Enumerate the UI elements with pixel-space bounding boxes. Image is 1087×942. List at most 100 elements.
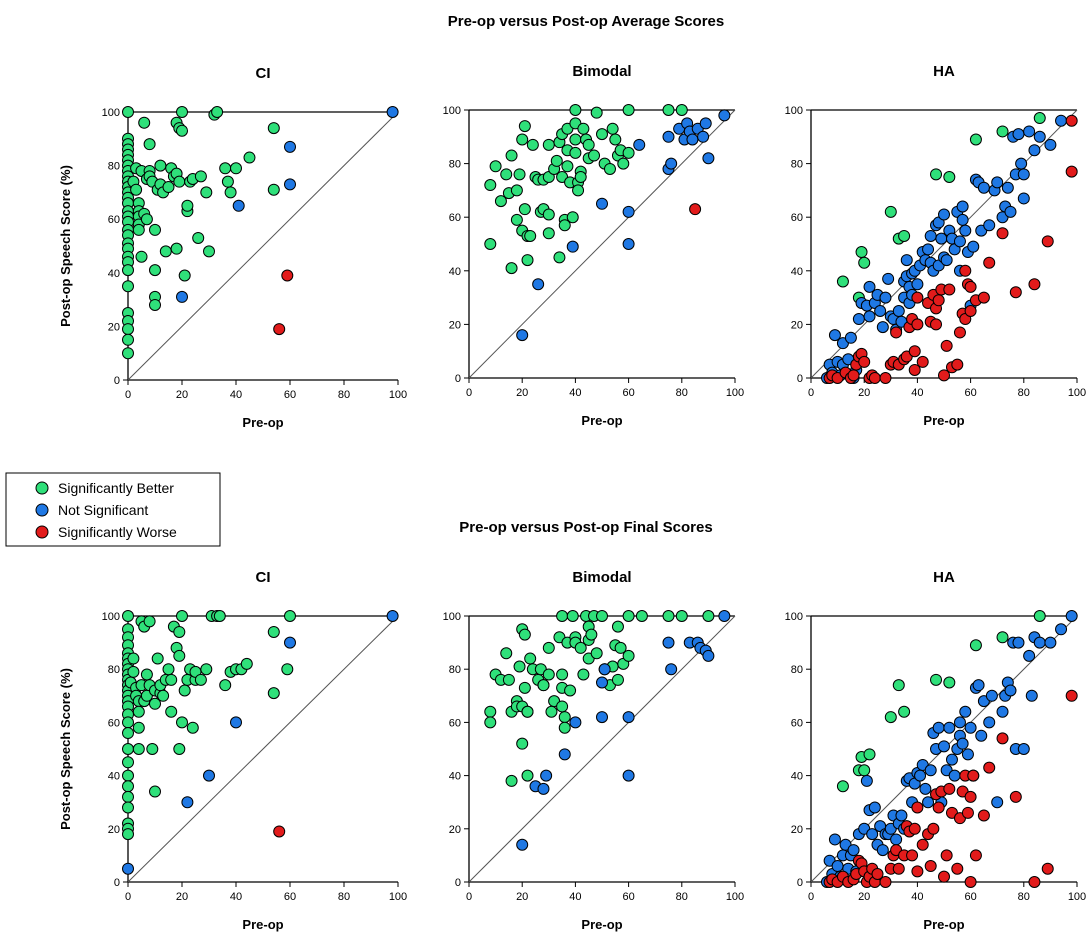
point-significantly-better: [858, 764, 871, 777]
point-significantly-better: [585, 628, 598, 641]
point-significantly-better: [489, 160, 502, 173]
point-significantly-worse: [932, 294, 945, 307]
y-tick-label: 80: [108, 161, 120, 173]
point-significantly-better: [675, 610, 688, 622]
point-not-significant: [537, 782, 550, 795]
point-significantly-worse: [943, 283, 956, 296]
x-tick-label: 0: [808, 387, 814, 399]
point-significantly-better: [173, 625, 186, 638]
point-significantly-better: [836, 780, 849, 793]
point-significantly-better: [518, 681, 531, 694]
point-significantly-worse: [967, 769, 980, 782]
point-significantly-better: [898, 705, 911, 718]
point-significantly-better: [151, 652, 164, 665]
point-not-significant: [665, 157, 678, 170]
point-significantly-better: [130, 183, 143, 196]
legend-marker-better: [35, 481, 49, 495]
point-significantly-better: [622, 649, 635, 662]
point-significantly-worse: [977, 291, 990, 304]
point-significantly-worse: [1009, 790, 1022, 803]
point-not-significant: [852, 313, 865, 326]
point-significantly-better: [122, 347, 134, 360]
point-significantly-better: [127, 665, 140, 678]
point-significantly-better: [143, 615, 156, 628]
point-not-significant: [945, 753, 958, 766]
point-not-significant: [876, 321, 889, 334]
point-not-significant: [959, 705, 972, 718]
point-significantly-better: [219, 679, 232, 692]
point-not-significant: [622, 205, 635, 218]
point-not-significant: [828, 329, 841, 342]
x-tick-label: 40: [911, 891, 923, 903]
x-tick-label: 100: [1068, 387, 1086, 399]
point-significantly-better: [884, 205, 897, 218]
point-significantly-worse: [858, 355, 871, 368]
y-tick-label: 20: [791, 319, 803, 331]
y-tick-label: 20: [449, 319, 461, 331]
point-not-significant: [1033, 636, 1046, 649]
point-significantly-worse: [1041, 862, 1054, 875]
y-tick-label: 0: [114, 877, 120, 889]
point-significantly-better: [526, 138, 539, 151]
y-tick-label: 40: [449, 771, 461, 783]
y-axis-label: Post-op Speech Score (%): [58, 668, 73, 830]
x-axis-label: Pre-op: [923, 413, 964, 428]
point-significantly-better: [149, 697, 161, 710]
point-significantly-better: [566, 610, 579, 622]
point-not-significant: [569, 716, 582, 729]
point-not-significant: [718, 610, 731, 622]
point-significantly-worse: [868, 372, 881, 384]
point-not-significant: [919, 782, 932, 795]
point-significantly-better: [122, 610, 134, 622]
point-not-significant: [386, 106, 399, 118]
point-significantly-better: [518, 203, 531, 216]
point-not-significant: [922, 243, 935, 256]
point-significantly-worse: [951, 862, 964, 875]
point-significantly-better: [122, 756, 134, 769]
point-not-significant: [956, 213, 969, 226]
point-not-significant: [699, 117, 712, 130]
point-significantly-better: [513, 168, 526, 181]
x-tick-label: 100: [1068, 891, 1086, 903]
point-significantly-worse: [996, 732, 1009, 745]
y-tick-label: 60: [791, 212, 803, 224]
point-significantly-worse: [983, 256, 996, 269]
point-significantly-better: [662, 610, 675, 622]
point-significantly-better: [542, 208, 555, 221]
point-significantly-better: [558, 721, 571, 734]
point-significantly-better: [969, 639, 982, 652]
point-significantly-better: [518, 628, 531, 641]
point-significantly-better: [181, 199, 194, 212]
point-significantly-better: [542, 227, 555, 240]
y-tick-label: 100: [443, 611, 461, 623]
point-significantly-better: [149, 223, 161, 236]
point-significantly-worse: [940, 339, 953, 352]
y-tick-label: 40: [108, 268, 120, 280]
point-not-significant: [967, 240, 980, 253]
point-not-significant: [890, 833, 903, 846]
point-not-significant: [847, 844, 860, 857]
point-significantly-better: [122, 828, 134, 841]
point-not-significant: [203, 769, 215, 782]
point-significantly-better: [267, 122, 280, 135]
y-tick-label: 80: [449, 664, 461, 676]
point-not-significant: [181, 796, 194, 809]
point-significantly-worse: [1028, 278, 1041, 291]
point-significantly-better: [230, 162, 242, 175]
point-significantly-better: [996, 631, 1009, 644]
point-not-significant: [983, 716, 996, 729]
point-significantly-better: [577, 122, 590, 135]
x-tick-label: 0: [808, 891, 814, 903]
point-not-significant: [1023, 649, 1036, 662]
point-significantly-worse: [932, 801, 945, 814]
point-not-significant: [1015, 157, 1028, 170]
point-significantly-better: [884, 711, 897, 724]
point-significantly-better: [122, 264, 134, 277]
point-not-significant: [831, 860, 844, 873]
point-significantly-better: [569, 146, 582, 159]
x-tick-label: 80: [1018, 891, 1030, 903]
point-not-significant: [932, 721, 945, 734]
point-significantly-better: [159, 245, 172, 258]
point-not-significant: [1004, 205, 1017, 218]
